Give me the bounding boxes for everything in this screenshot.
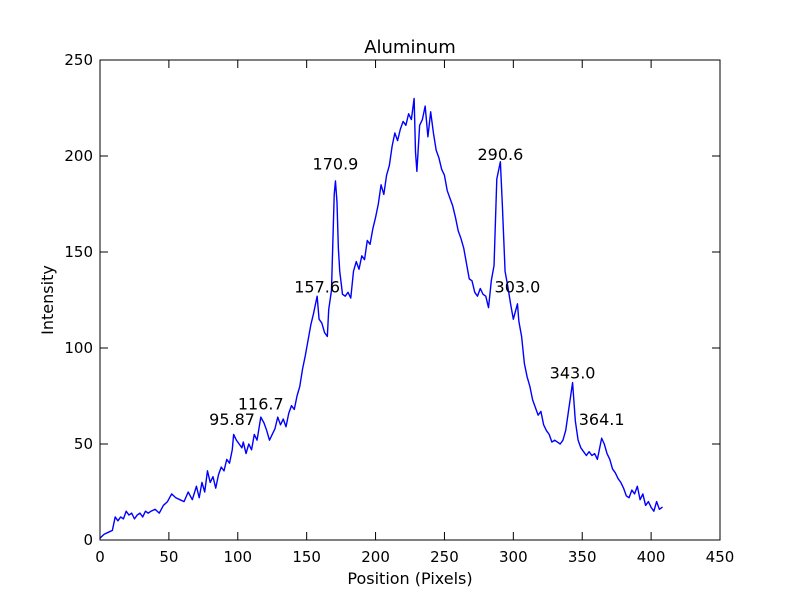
y-tick-label: 150 <box>64 243 93 261</box>
plot-frame <box>99 59 721 541</box>
x-tick-label: 150 <box>292 548 321 566</box>
x-axis-label: Position (Pixels) <box>347 569 472 588</box>
y-tick-label: 0 <box>83 531 93 549</box>
x-tick-label: 50 <box>159 548 178 566</box>
peak-annotation: 343.0 <box>550 364 596 383</box>
peak-annotation: 157.6 <box>294 277 340 296</box>
intensity-series-line <box>99 97 663 539</box>
y-tick-label: 200 <box>64 147 93 165</box>
peak-annotation: 116.7 <box>238 394 284 413</box>
y-tick-label: 100 <box>64 339 93 357</box>
peak-annotation: 303.0 <box>495 277 541 296</box>
peak-annotation: 364.1 <box>579 410 625 429</box>
x-tick-label: 200 <box>361 548 390 566</box>
tick-layer: 0 50 100 150 200 250 300 350 400 450 0 50 100 150 200 2… <box>64 51 734 566</box>
x-tick-label: 350 <box>568 548 597 566</box>
y-tick-label: 50 <box>74 435 93 453</box>
x-tick-label: 250 <box>430 548 459 566</box>
y-tick-label: 250 <box>64 51 93 69</box>
peak-annotation: 290.6 <box>477 145 523 164</box>
x-tick-label: 450 <box>706 548 735 566</box>
x-tick-label: 100 <box>223 548 252 566</box>
line-layer <box>99 97 663 539</box>
x-tick-label: 300 <box>499 548 528 566</box>
y-axis-label: Intensity <box>38 265 57 335</box>
x-tick-label: 400 <box>637 548 666 566</box>
peak-annotation: 170.9 <box>313 154 359 173</box>
peak-annotation: 95.87 <box>209 410 255 429</box>
x-tick-label: 0 <box>95 548 105 566</box>
chart-title: Aluminum <box>364 37 456 58</box>
